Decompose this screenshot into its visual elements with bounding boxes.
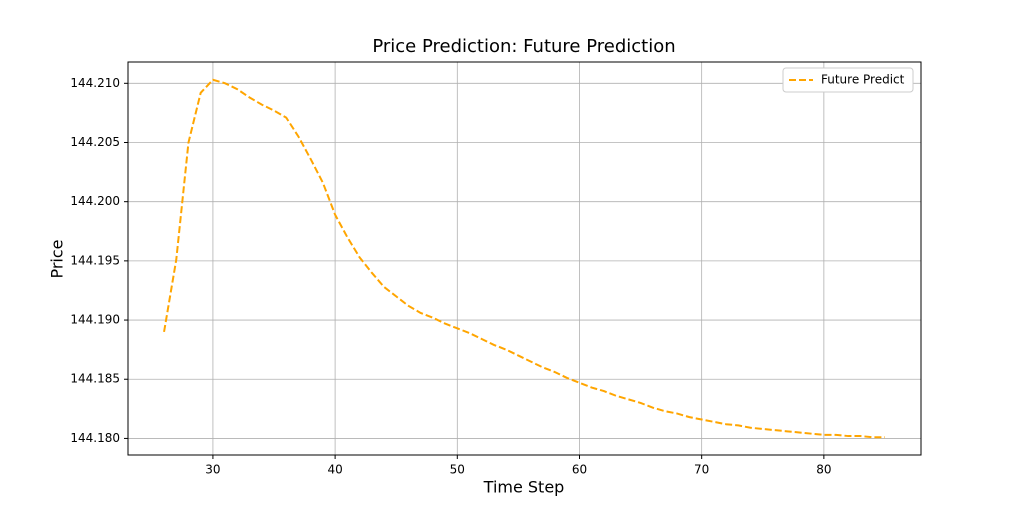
x-axis-label: Time Step bbox=[483, 478, 565, 497]
x-tick-label: 50 bbox=[450, 463, 465, 477]
plot-frame bbox=[127, 61, 922, 456]
y-tick-label: 144.210 bbox=[70, 76, 120, 90]
x-tick-label: 30 bbox=[205, 463, 220, 477]
chart-title: Price Prediction: Future Prediction bbox=[372, 36, 675, 57]
y-axis-label: Price bbox=[48, 239, 67, 278]
y-tick-label: 144.195 bbox=[70, 253, 120, 267]
x-tick-label: 80 bbox=[816, 463, 831, 477]
legend-label: Future Predict bbox=[821, 73, 905, 87]
data-line bbox=[163, 78, 885, 439]
x-tick-label: 70 bbox=[694, 463, 709, 477]
legend-box bbox=[782, 67, 914, 93]
y-tick-label: 144.180 bbox=[70, 431, 120, 445]
y-tick-label: 144.200 bbox=[70, 194, 120, 208]
y-tick-label: 144.185 bbox=[70, 372, 120, 386]
x-tick-label: 40 bbox=[327, 463, 342, 477]
y-tick-label: 144.190 bbox=[70, 313, 120, 327]
y-tick-label: 144.205 bbox=[70, 135, 120, 149]
x-tick-label: 60 bbox=[572, 463, 587, 477]
